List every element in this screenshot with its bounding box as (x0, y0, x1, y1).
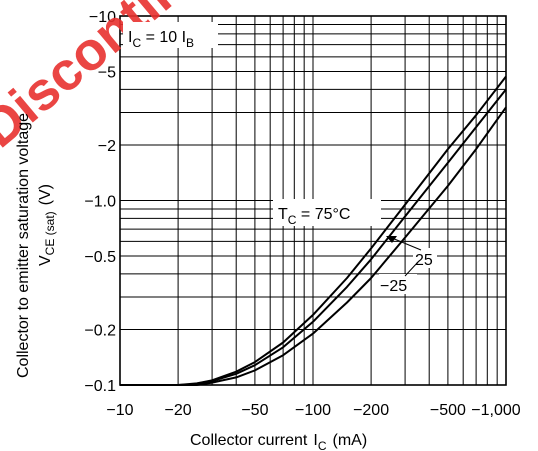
y-axis-symbol: V (37, 255, 54, 266)
x-axis-title-text: Collector current (190, 432, 308, 449)
y-tick-label: −0.1 (84, 378, 116, 395)
y-axis-unit: (V) (37, 184, 54, 205)
x-axis-sub: C (318, 439, 327, 451)
x-axis-symbol: I (313, 432, 317, 449)
x-tick-label: −50 (241, 402, 268, 419)
y-tick-label: −10 (89, 9, 116, 26)
series-group (120, 75, 507, 386)
arrow-head (386, 236, 397, 243)
y-axis-title: Collector to emitter saturation voltage (15, 113, 32, 378)
x-tick-label: −500 (430, 402, 466, 419)
plot-frame (119, 15, 507, 386)
tc-symbol: T (278, 206, 288, 223)
leader-m25 (404, 261, 419, 277)
x-tick-label: −1,000 (471, 402, 520, 419)
x-axis-unit: (mA) (333, 432, 368, 449)
label-25: 25 (415, 252, 433, 269)
condition-sub2: B (186, 36, 194, 50)
y-axis-sub: CE (sat) (43, 211, 57, 255)
condition-rest: = 10 I (141, 29, 186, 46)
tc-rest: = 75°C (296, 206, 350, 223)
series-line-2 (120, 106, 507, 386)
y-axis-symbol-label: VCE (sat) (V) (37, 184, 57, 266)
y-tick-label: −0.5 (84, 249, 116, 266)
condition-label: IC = 10 IB (128, 29, 194, 50)
tc-label: TC = 75°C (278, 206, 350, 227)
x-tick-label: −200 (353, 402, 389, 419)
y-tick-label: −0.2 (84, 322, 116, 339)
y-tick-label: −1.0 (84, 194, 116, 211)
label-minus-25: −25 (380, 278, 407, 295)
x-tick-label: −100 (295, 402, 331, 419)
tc-sub: C (288, 213, 297, 227)
leader-25 (391, 237, 422, 251)
condition-label-box (123, 22, 218, 48)
y-tick-label: −5 (98, 65, 116, 82)
x-tick-label: −20 (165, 402, 192, 419)
x-tick-label: −10 (106, 402, 133, 419)
x-tick-labels: −10 −20 −50 −100 −200 −500 −1,000 (106, 402, 520, 419)
label-m25-bg (379, 274, 417, 294)
y-tick-label: −2 (98, 138, 116, 155)
label-25-bg (413, 248, 437, 268)
x-axis-title: Collector current IC (mA) (190, 432, 367, 451)
y-tick-labels: −10 −5 −2 −1.0 −0.5 −0.2 −0.1 (84, 9, 116, 395)
condition-symbol: I (128, 29, 132, 46)
tc-label-bg (273, 199, 381, 226)
condition-sub: C (132, 36, 141, 50)
